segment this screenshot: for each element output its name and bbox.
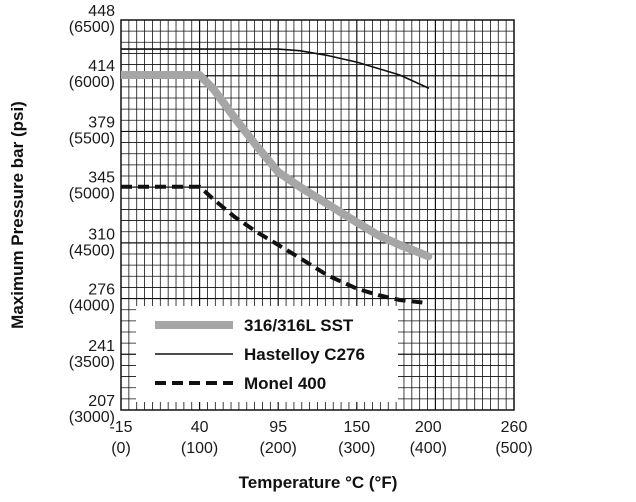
x-tick-sublabel-200: (200) xyxy=(260,440,297,457)
legend-label-316-316l-sst: 316/316L SST xyxy=(244,316,354,335)
y-tick-label-448: 448 xyxy=(88,3,115,20)
x-tick-label-150: 150 xyxy=(343,419,370,436)
x-tick-labels: -15 (0) 40 (100) 95 (200) 150 (300) 200 (400) 260 (… xyxy=(109,419,532,457)
y-tick-label-207: 207 xyxy=(88,393,115,410)
series-line-316-316l-sst xyxy=(121,71,433,261)
x-tick-sublabel-500: (500) xyxy=(495,440,532,457)
y-tick-label-379: 379 xyxy=(88,115,115,132)
x-tick-sublabel-0: (0) xyxy=(111,440,131,457)
series-line-hastelloy-c276 xyxy=(121,48,430,89)
plot-frame xyxy=(120,19,515,411)
y-tick-label-414: 414 xyxy=(88,58,115,75)
x-tick-label-40: 40 xyxy=(191,419,209,436)
y-tick-sublabel-6500: (6500) xyxy=(69,19,115,36)
series-line-monel-400 xyxy=(121,184,429,306)
y-tick-sublabel-3000: (3000) xyxy=(69,409,115,426)
y-tick-label-276: 276 xyxy=(88,281,115,298)
x-tick-sublabel-400: (400) xyxy=(410,440,447,457)
x-tick-label-260: 260 xyxy=(501,419,528,436)
x-tick-label-200: 200 xyxy=(415,419,442,436)
legend-label-monel-400: Monel 400 xyxy=(244,374,326,393)
y-axis-title: Maximum Pressure bar (psi) xyxy=(8,101,27,329)
y-tick-label-345: 345 xyxy=(88,170,115,187)
x-tick-label-15: -15 xyxy=(109,419,132,436)
x-tick-sublabel-300: (300) xyxy=(338,440,375,457)
y-tick-label-310: 310 xyxy=(88,226,115,243)
y-tick-sublabel-4000: (4000) xyxy=(69,297,115,314)
x-tick-label-95: 95 xyxy=(269,419,287,436)
x-axis-title: Temperature °C (°F) xyxy=(239,473,398,492)
y-tick-sublabel-4500: (4500) xyxy=(69,242,115,259)
x-tick-sublabel-100: (100) xyxy=(181,440,218,457)
y-tick-sublabel-5000: (5000) xyxy=(69,186,115,203)
series-layer xyxy=(121,48,433,306)
y-tick-labels: 448(6500)414(6000)379(5500)345(5000)310(… xyxy=(69,3,115,426)
y-tick-label-241: 241 xyxy=(88,338,115,355)
y-tick-sublabel-3500: (3500) xyxy=(69,354,115,371)
y-tick-sublabel-6000: (6000) xyxy=(69,74,115,91)
legend: 316/316L SST Hastelloy C276 Monel 400 xyxy=(136,306,398,402)
y-tick-sublabel-5500: (5500) xyxy=(69,131,115,148)
legend-label-hastelloy-c276: Hastelloy C276 xyxy=(244,345,365,364)
